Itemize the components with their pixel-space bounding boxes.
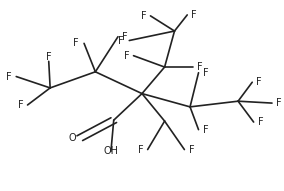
Text: F: F bbox=[46, 52, 52, 62]
Text: F: F bbox=[18, 100, 23, 110]
Text: F: F bbox=[191, 10, 197, 20]
Text: F: F bbox=[276, 98, 282, 108]
Text: F: F bbox=[124, 51, 129, 61]
Text: F: F bbox=[138, 145, 143, 155]
Text: F: F bbox=[118, 36, 124, 45]
Text: F: F bbox=[189, 145, 194, 155]
Text: F: F bbox=[73, 38, 78, 48]
Text: OH: OH bbox=[103, 146, 118, 156]
Text: F: F bbox=[197, 62, 203, 72]
Text: F: F bbox=[122, 32, 128, 42]
Text: F: F bbox=[141, 11, 146, 21]
Text: F: F bbox=[258, 117, 264, 127]
Text: F: F bbox=[203, 125, 208, 135]
Text: F: F bbox=[6, 72, 12, 82]
Text: F: F bbox=[256, 77, 262, 87]
Text: O: O bbox=[69, 133, 77, 143]
Text: F: F bbox=[203, 68, 208, 78]
